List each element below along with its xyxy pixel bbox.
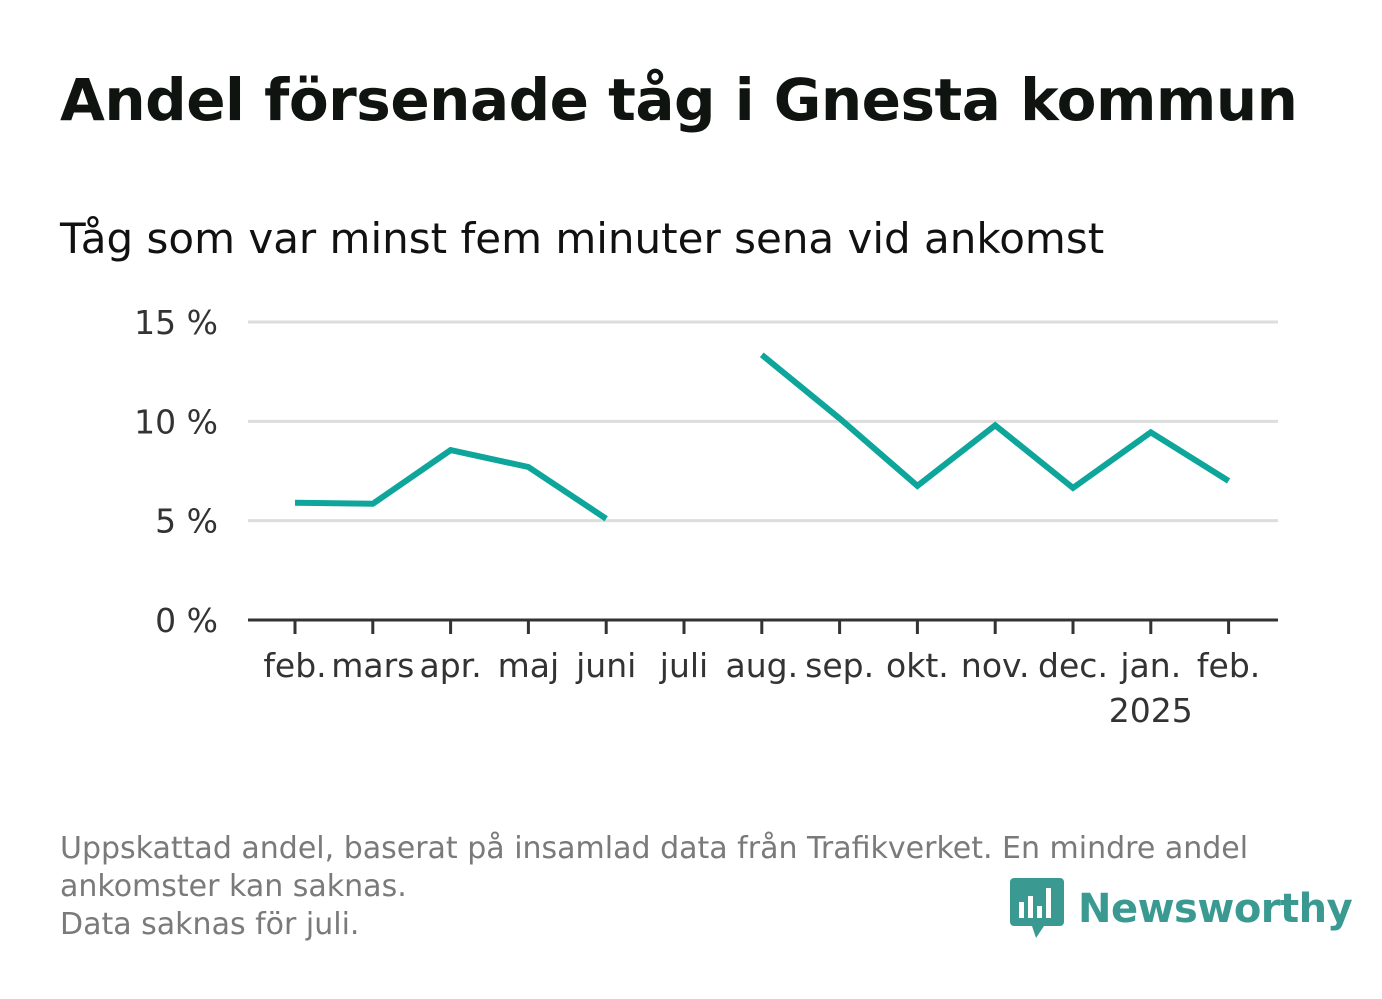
x-tick-label: juli — [659, 646, 708, 685]
bar-chart-speech-bubble-icon — [1010, 878, 1064, 938]
x-tick-label: dec. — [1038, 646, 1108, 685]
series-line — [759, 352, 1231, 492]
page-title: Andel försenade tåg i Gnesta kommun — [60, 66, 1298, 134]
x-tick-label: juni — [575, 646, 636, 685]
x-tick-label: feb. — [1197, 646, 1260, 685]
x-tick-label: okt. — [886, 646, 949, 685]
x-tick-label: apr. — [419, 646, 481, 685]
footnote-line: ankomster kan saknas. — [60, 869, 407, 904]
series-line — [294, 446, 608, 522]
x-tick-label: sep. — [805, 646, 874, 685]
footnote-line: Data saknas för juli. — [60, 907, 360, 942]
x-tick-sublabel: 2025 — [1109, 691, 1193, 730]
x-tick-label: feb. — [263, 646, 326, 685]
x-tick-label: mars — [331, 646, 414, 685]
x-tick-label: aug. — [726, 646, 799, 685]
y-tick-label: 0 % — [155, 601, 218, 640]
footnote: Uppskattad andel, baserat på insamlad da… — [60, 830, 1320, 944]
brand-name: Newsworthy — [1078, 886, 1353, 932]
footnote-line: Uppskattad andel, baserat på insamlad da… — [60, 831, 1249, 866]
x-tick-label: jan. — [1119, 646, 1181, 685]
x-tick-label: nov. — [961, 646, 1030, 685]
y-tick-label: 5 % — [155, 502, 218, 541]
chart-subtitle: Tåg som var minst fem minuter sena vid a… — [60, 214, 1105, 263]
y-tick-label: 10 % — [134, 402, 218, 441]
brand-logo: Newsworthy — [1010, 878, 1353, 940]
y-tick-label: 15 % — [134, 303, 218, 342]
x-tick-label: maj — [498, 646, 560, 685]
